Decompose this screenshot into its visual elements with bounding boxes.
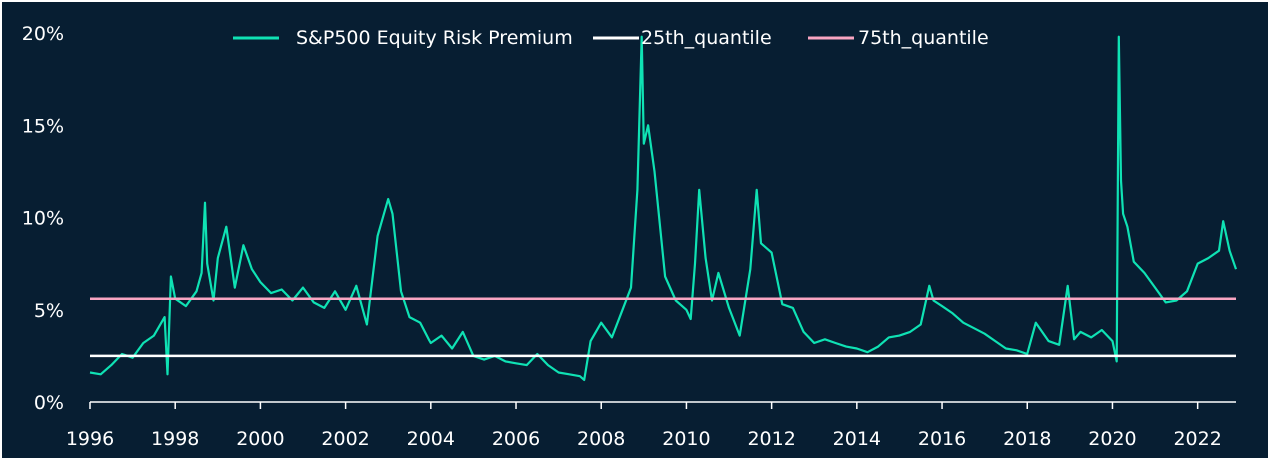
y-tick-label: 5%: [34, 300, 64, 322]
x-tick-label: 2004: [407, 428, 455, 450]
legend-label: 75th_quantile: [858, 27, 989, 49]
y-axis: 0% 5% 10% 15% 20%: [22, 23, 64, 414]
legend: S&P500 Equity Risk Premium 25th_quantile 7…: [233, 27, 989, 49]
x-tick-label: 2018: [1003, 428, 1051, 450]
y-tick-label: 0%: [34, 392, 64, 414]
legend-item-erp: S&P500 Equity Risk Premium: [233, 27, 573, 49]
y-tick-label: 10%: [22, 208, 64, 230]
x-tick-label: 2000: [236, 428, 284, 450]
x-tick-label: 2016: [918, 428, 966, 450]
legend-label: S&P500 Equity Risk Premium: [296, 27, 573, 49]
x-tick-label: 2020: [1088, 428, 1136, 450]
x-tick-label: 2002: [321, 428, 369, 450]
legend-item-75th: 75th_quantile: [808, 27, 989, 49]
y-tick-label: 15%: [22, 115, 64, 137]
x-tick-label: 2008: [577, 428, 625, 450]
x-axis: 1996 1998 2000 2002 2004 2006 2008 2010 2012 2014…: [66, 401, 1236, 450]
x-tick-label: 1996: [66, 428, 114, 450]
y-tick-label: 20%: [22, 23, 64, 45]
x-tick-label: 2022: [1173, 428, 1221, 450]
x-tick-label: 2006: [492, 428, 540, 450]
plot-area: [89, 35, 1238, 381]
erp-series-line: [89, 35, 1238, 381]
x-tick-label: 1998: [151, 428, 199, 450]
x-tick-label: 2012: [747, 428, 795, 450]
legend-label: 25th_quantile: [641, 27, 772, 49]
x-tick-label: 2014: [833, 428, 881, 450]
legend-item-25th: 25th_quantile: [593, 27, 772, 49]
x-tick-label: 2010: [662, 428, 710, 450]
